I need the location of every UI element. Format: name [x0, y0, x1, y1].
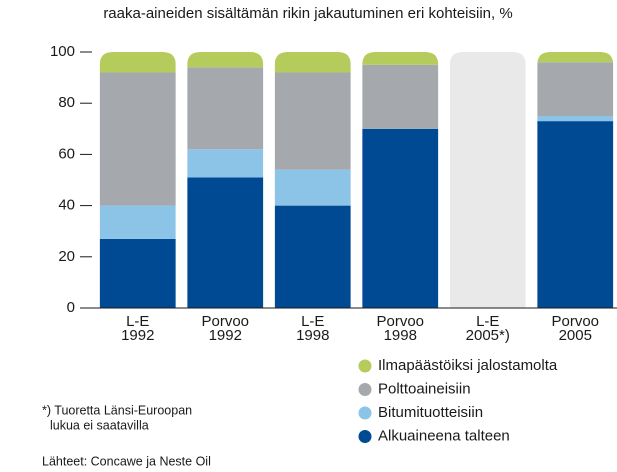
x-tick-label: 2005 [559, 327, 592, 344]
x-tick-label: Porvoo [376, 313, 424, 330]
bar-group [449, 52, 526, 308]
placeholder-bar [449, 52, 526, 308]
bar-group [99, 52, 176, 308]
x-tick-label: Porvoo [551, 313, 599, 330]
footnote: *) Tuoretta Länsi-Euroopan [42, 403, 192, 417]
footnote: lukua ei saatavilla [50, 418, 149, 432]
bar-segment [537, 121, 614, 308]
bar-segment [99, 238, 176, 308]
x-tick-label: L-E [126, 313, 149, 330]
legend-swatch [358, 430, 372, 443]
chart-title: raaka-aineiden sisältämän rikin jakautum… [103, 5, 512, 22]
bar-segment [99, 205, 176, 239]
x-tick-label: 1992 [209, 327, 242, 344]
bar-segment [274, 169, 351, 206]
legend-swatch [358, 406, 372, 420]
bar-segment [187, 67, 264, 150]
bar-segment [362, 128, 439, 308]
y-tick-label: 80 [58, 94, 75, 111]
bar-segment [187, 149, 264, 178]
x-tick-label: 1992 [121, 327, 154, 344]
bar-segment [362, 64, 439, 129]
y-tick-label: 40 [58, 197, 75, 214]
y-tick-label: 20 [58, 248, 75, 265]
legend-swatch [358, 359, 372, 373]
bar-group [362, 52, 439, 308]
bar-segment [537, 52, 614, 63]
x-tick-label: L-E [476, 313, 499, 330]
y-tick-label: 60 [58, 145, 75, 162]
bar-segment [187, 177, 264, 308]
x-tick-label: 2005*) [466, 327, 510, 344]
bar-segment [362, 52, 439, 65]
bar-segment [537, 116, 614, 122]
x-tick-label: 1998 [296, 327, 329, 344]
bar-segment [99, 72, 176, 206]
bar-group [187, 52, 264, 308]
bar-group [537, 52, 614, 308]
bar-segment [274, 72, 351, 170]
legend-label: Polttoaineisiin [378, 380, 471, 397]
x-tick-label: 1998 [384, 327, 417, 344]
y-tick-label: 0 [67, 299, 75, 316]
legend-label: Ilmapäästöiksi jalostamolta [378, 357, 558, 374]
legend-label: Alkuaineena talteen [378, 427, 510, 444]
bar-segment [274, 52, 351, 73]
bar-segment [274, 205, 351, 308]
bar-group [274, 52, 351, 308]
x-tick-label: L-E [301, 313, 324, 330]
legend-swatch [358, 383, 372, 396]
bar-segment [99, 52, 176, 73]
bar-segment [187, 52, 264, 68]
y-tick-label: 100 [50, 43, 75, 60]
legend-label: Bitumituotteisiin [378, 404, 483, 421]
x-tick-label: Porvoo [201, 313, 249, 330]
source: Lähteet: Concawe ja Neste Oil [42, 454, 211, 468]
bar-segment [537, 62, 614, 116]
